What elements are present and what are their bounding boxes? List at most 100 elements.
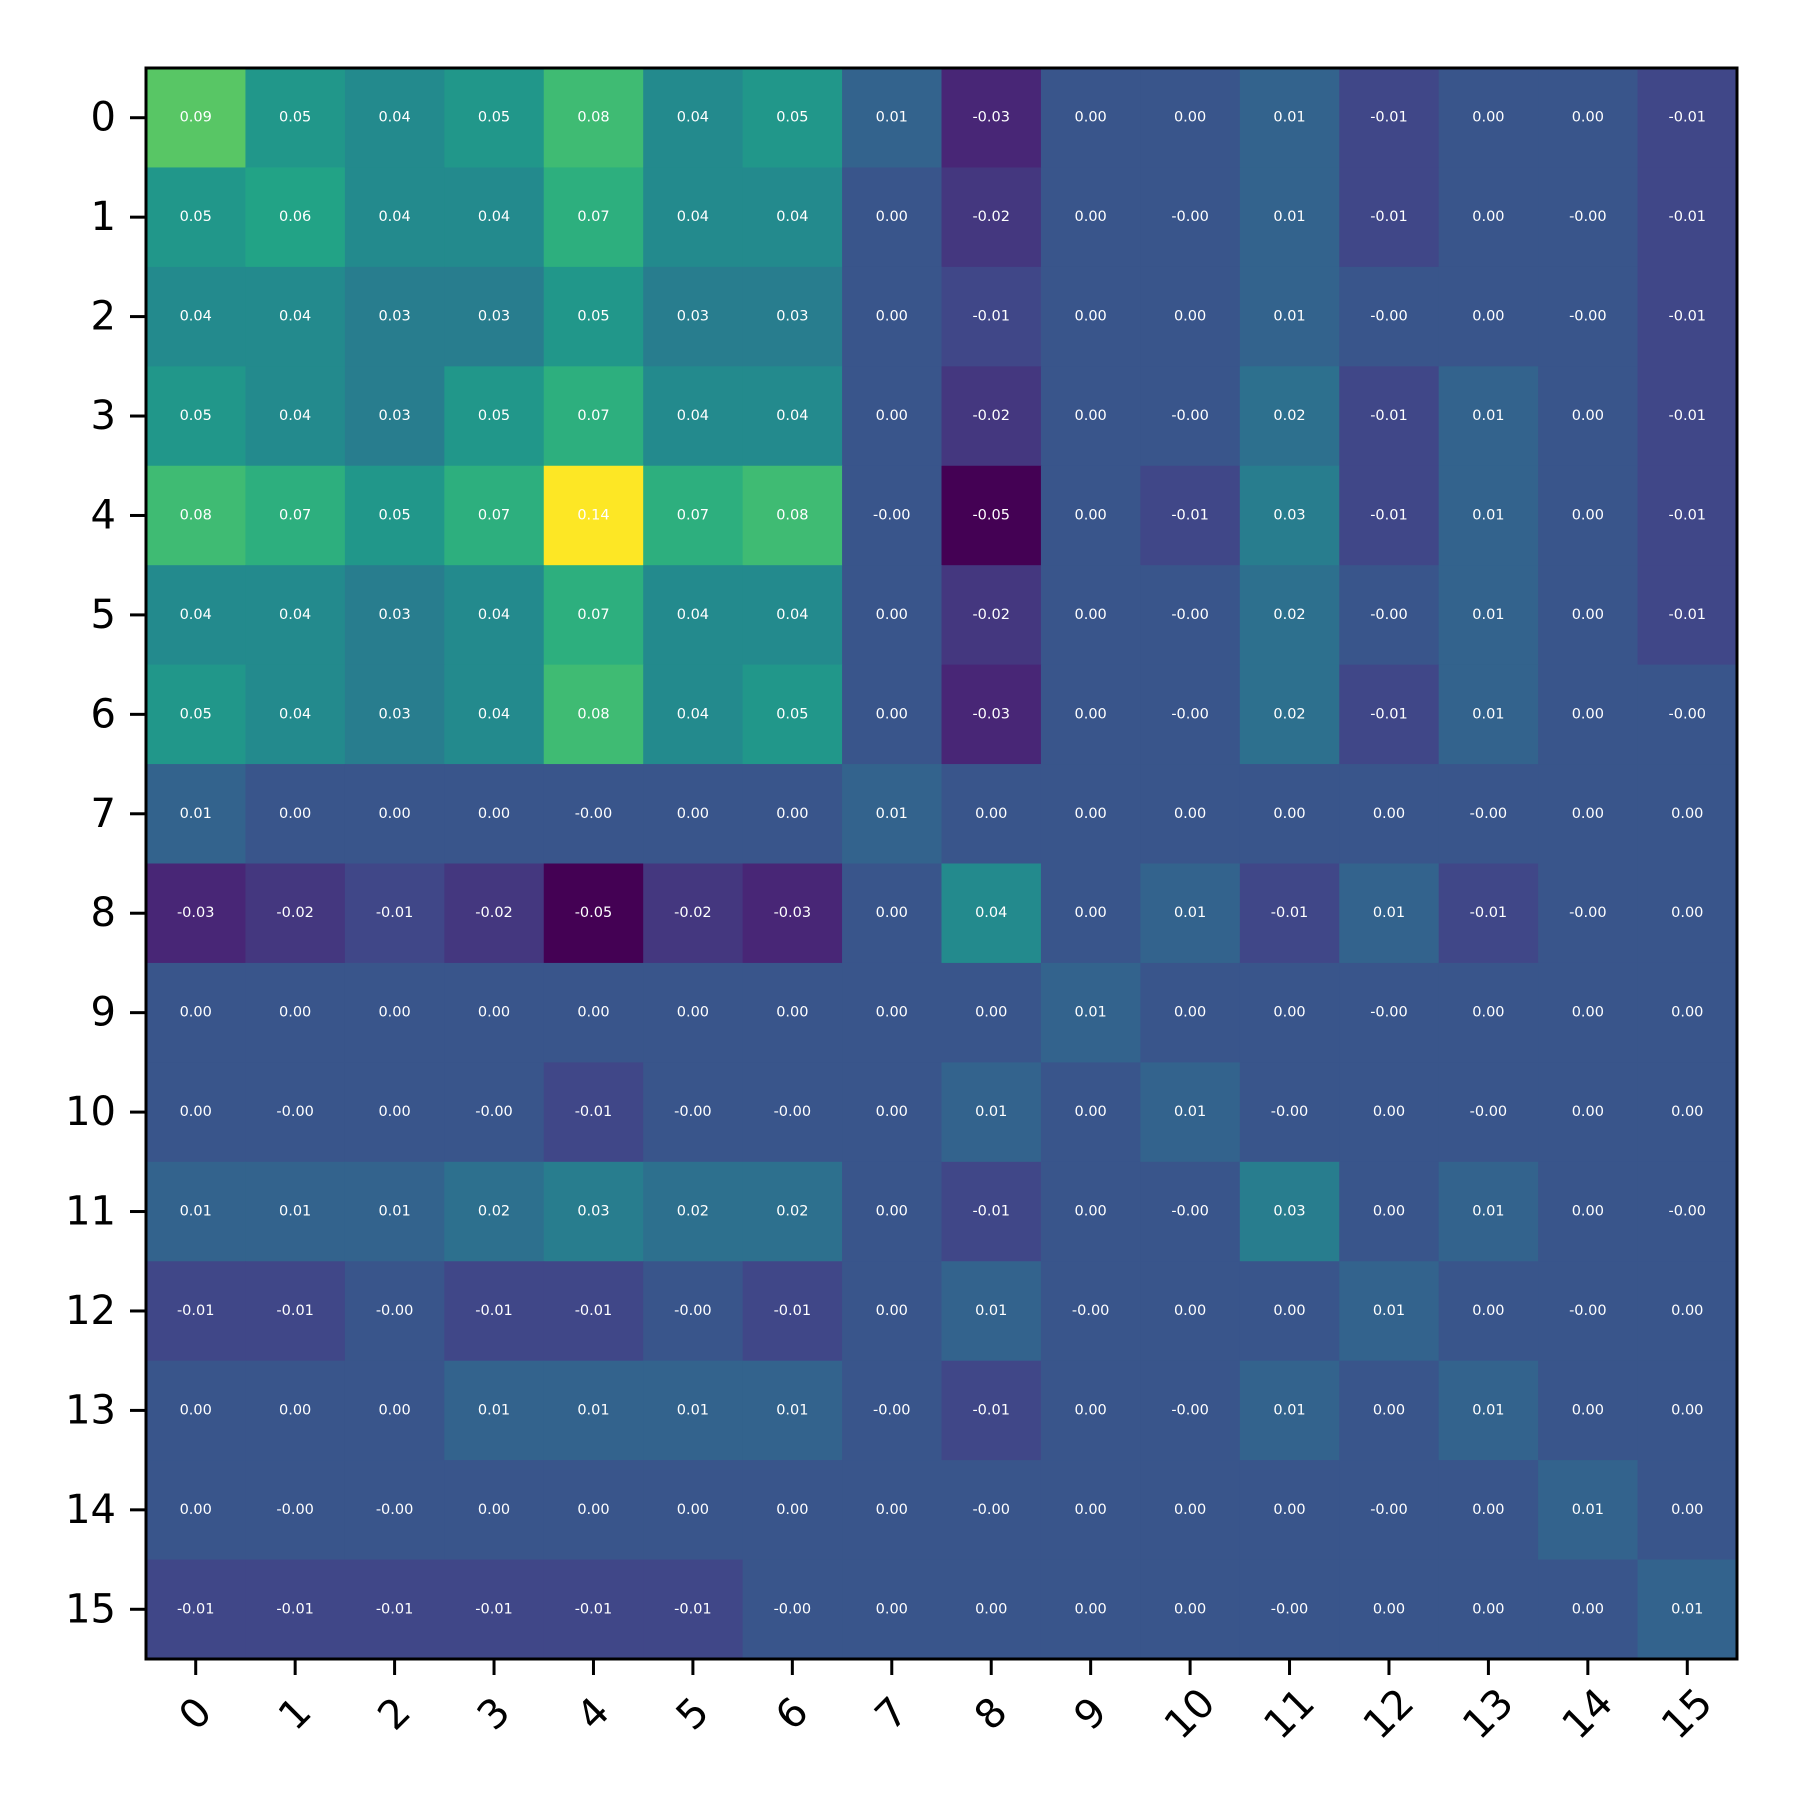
cell-value-label: 0.00	[876, 408, 908, 424]
heatmap-cell-r12-c2	[344, 1261, 445, 1362]
heatmap-cell-r12-c12	[1339, 1261, 1440, 1362]
heatmap-cell-r0-c1	[245, 68, 346, 169]
heatmap-cell-r4-c1	[245, 465, 346, 566]
cell-value-label: -0.00	[774, 1104, 812, 1120]
cell-value-label: -0.00	[1271, 1104, 1309, 1120]
cell-value-label: 0.00	[1174, 1005, 1206, 1021]
cell-value-label: -0.00	[1370, 607, 1408, 623]
cell-value-label: -0.00	[1171, 1402, 1209, 1418]
heatmap-cell-r11-c15	[1637, 1161, 1738, 1262]
x-tick-label: 8	[966, 1689, 1017, 1740]
heatmap-cell-r7-c8	[941, 764, 1042, 865]
heatmap-cell-r2-c11	[1239, 266, 1340, 367]
cell-value-label: 0.04	[378, 110, 410, 126]
heatmap-cell-r15-c5	[643, 1559, 744, 1660]
cell-value-label: 0.06	[279, 209, 311, 225]
cell-value-label: -0.00	[1370, 1502, 1408, 1518]
cell-value-label: -0.00	[774, 1601, 812, 1617]
cell-value-label: 0.04	[776, 209, 808, 225]
cell-value-label: 0.00	[776, 1005, 808, 1021]
cell-value-label: 0.00	[876, 706, 908, 722]
cell-value-label: 0.00	[1572, 507, 1604, 523]
cell-value-label: 0.01	[1472, 607, 1504, 623]
heatmap-cell-r8-c7	[842, 863, 943, 964]
cell-value-label: 0.04	[677, 706, 709, 722]
heatmap-cell-r4-c15	[1637, 465, 1738, 566]
cell-value-label: 0.00	[1671, 905, 1703, 921]
heatmap-cell-r6-c6	[742, 664, 843, 765]
heatmap-cell-r5-c15	[1637, 565, 1738, 666]
heatmap-cell-r8-c6	[742, 863, 843, 964]
heatmap-cell-r10-c1	[245, 1062, 346, 1163]
cell-value-label: 0.00	[677, 1502, 709, 1518]
cell-value-label: 0.04	[180, 607, 212, 623]
heatmap-cell-r15-c13	[1438, 1559, 1539, 1660]
heatmap-cell-r15-c1	[245, 1559, 346, 1660]
heatmap-cell-r9-c6	[742, 962, 843, 1063]
cell-value-label: 0.01	[1273, 1402, 1305, 1418]
heatmap-cell-r5-c0	[146, 565, 247, 666]
heatmap-cell-r10-c5	[643, 1062, 744, 1163]
cell-value-label: 0.01	[1273, 309, 1305, 325]
cell-value-label: -0.00	[1171, 408, 1209, 424]
cell-value-label: -0.00	[674, 1104, 712, 1120]
cell-value-label: 0.00	[1174, 1601, 1206, 1617]
heatmap-cell-r8-c11	[1239, 863, 1340, 964]
cell-value-label: 0.00	[1671, 1502, 1703, 1518]
cell-value-label: 0.00	[478, 1502, 510, 1518]
cell-value-label: -0.00	[1370, 1005, 1408, 1021]
y-tick-label: 14	[65, 1487, 116, 1533]
heatmap-cell-r5-c1	[245, 565, 346, 666]
cell-value-label: 0.07	[577, 607, 609, 623]
heatmap-cell-r10-c0	[146, 1062, 247, 1163]
heatmap-cell-r0-c10	[1140, 68, 1241, 169]
cell-value-label: 0.04	[180, 309, 212, 325]
y-tick-label: 5	[91, 592, 116, 638]
heatmap-cell-r5-c8	[941, 565, 1042, 666]
cell-value-label: 0.03	[1273, 1204, 1305, 1220]
cell-value-label: 0.01	[1373, 905, 1405, 921]
cell-value-label: 0.00	[1373, 1204, 1405, 1220]
y-tick-label: 11	[65, 1189, 116, 1235]
heatmap-cell-r9-c9	[1040, 962, 1141, 1063]
heatmap-cell-r14-c15	[1637, 1460, 1738, 1561]
heatmap-cell-r5-c5	[643, 565, 744, 666]
heatmap-cell-r10-c11	[1239, 1062, 1340, 1163]
heatmap-cell-r14-c13	[1438, 1460, 1539, 1561]
cell-value-label: 0.01	[1671, 1601, 1703, 1617]
heatmap-cell-r11-c5	[643, 1161, 744, 1262]
y-tick-label: 6	[91, 691, 116, 737]
cell-value-label: 0.00	[279, 806, 311, 822]
cell-value-label: 0.08	[577, 110, 609, 126]
cell-value-label: 0.00	[1075, 1402, 1107, 1418]
heatmap-cell-r14-c4	[543, 1460, 644, 1561]
heatmap-cell-r2-c15	[1637, 266, 1738, 367]
heatmap-cell-r1-c13	[1438, 167, 1539, 268]
x-tick-label: 9	[1065, 1689, 1116, 1740]
cell-value-label: 0.02	[1273, 706, 1305, 722]
cell-value-label: 0.00	[1472, 1005, 1504, 1021]
cell-value-label: 0.09	[180, 110, 212, 126]
heatmap-cell-r13-c15	[1637, 1360, 1738, 1461]
cell-value-label: 0.03	[378, 309, 410, 325]
heatmap-cell-r1-c4	[543, 167, 644, 268]
heatmap-cell-r9-c1	[245, 962, 346, 1063]
heatmap-cell-r0-c14	[1538, 68, 1639, 169]
heatmap-cell-r1-c3	[444, 167, 545, 268]
heatmap-cell-r0-c9	[1040, 68, 1141, 169]
cell-value-label: 0.01	[1273, 209, 1305, 225]
x-tick-label: 10	[1156, 1680, 1225, 1749]
heatmap-cell-r4-c4	[543, 465, 644, 566]
cell-value-label: -0.00	[1171, 607, 1209, 623]
heatmap-cell-r5-c12	[1339, 565, 1440, 666]
cell-value-label: 0.00	[876, 1502, 908, 1518]
heatmap-cell-r6-c15	[1637, 664, 1738, 765]
y-tick-label: 15	[65, 1586, 116, 1632]
cell-value-label: 0.03	[776, 309, 808, 325]
heatmap-cell-r11-c6	[742, 1161, 843, 1262]
cell-value-label: 0.00	[876, 1601, 908, 1617]
cell-value-label: -0.00	[1470, 806, 1508, 822]
heatmap-cell-r0-c13	[1438, 68, 1539, 169]
cell-value-label: -0.01	[674, 1601, 712, 1617]
